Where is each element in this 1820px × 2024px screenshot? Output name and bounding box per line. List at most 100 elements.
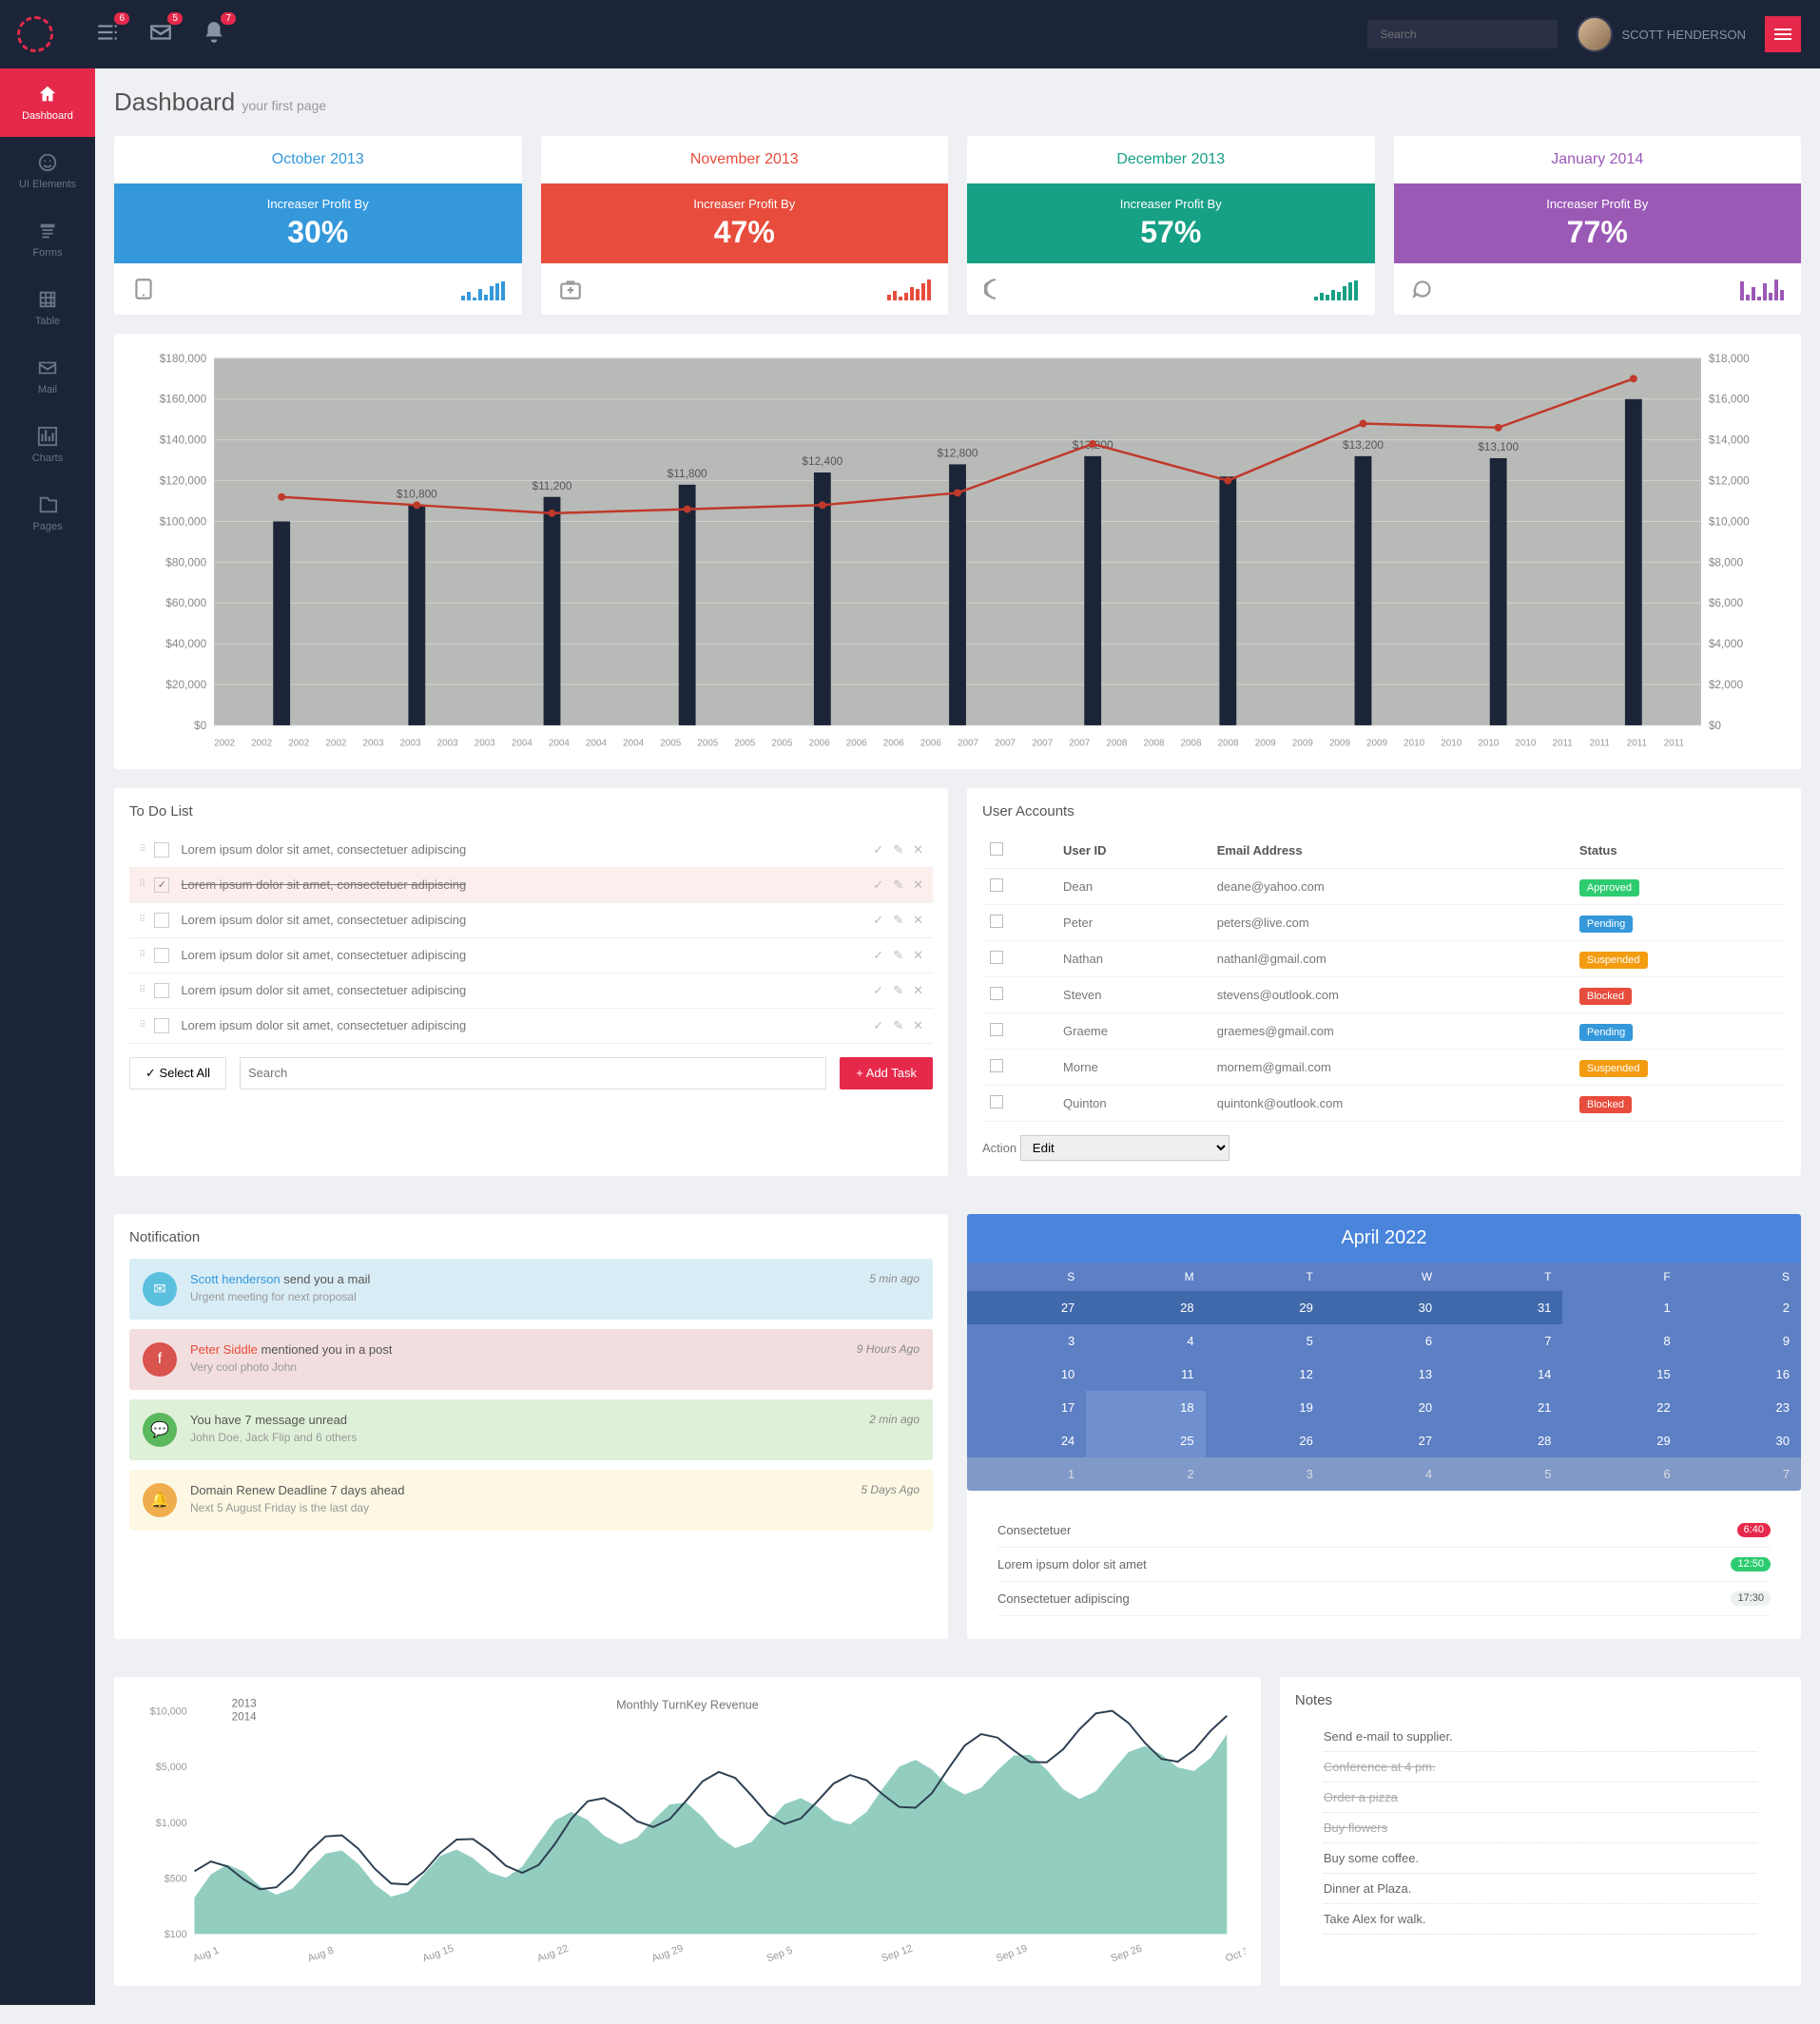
checkbox[interactable]: ✓ xyxy=(154,877,169,893)
todo-item[interactable]: ⠿Lorem ipsum dolor sit amet, consectetue… xyxy=(129,1009,933,1044)
check-icon[interactable]: ✓ xyxy=(873,1018,883,1033)
calendar-event[interactable]: Consectetuer adipiscing17:30 xyxy=(997,1582,1771,1616)
check-icon[interactable]: ✓ xyxy=(873,877,883,893)
grip-icon[interactable]: ⠿ xyxy=(139,985,145,995)
user-menu[interactable]: SCOTT HENDERSON xyxy=(1577,16,1747,52)
calendar-day[interactable]: 31 xyxy=(1443,1291,1562,1324)
close-icon[interactable]: ✕ xyxy=(913,877,923,893)
note-item[interactable]: Order a pizza xyxy=(1324,1783,1757,1813)
note-item[interactable]: Dinner at Plaza. xyxy=(1324,1874,1757,1904)
sidebar-item-dashboard[interactable]: Dashboard xyxy=(0,68,95,137)
checkbox-all[interactable] xyxy=(990,842,1003,856)
calendar-day[interactable]: 29 xyxy=(1206,1291,1325,1324)
grip-icon[interactable]: ⠿ xyxy=(139,1020,145,1031)
checkbox[interactable] xyxy=(990,1059,1003,1072)
calendar-day[interactable]: 7 xyxy=(1682,1457,1801,1491)
todo-item[interactable]: ⠿Lorem ipsum dolor sit amet, consectetue… xyxy=(129,903,933,938)
mail-icon[interactable]: 5 xyxy=(148,20,173,49)
calendar-day[interactable]: 6 xyxy=(1562,1457,1681,1491)
add-task-button[interactable]: + Add Task xyxy=(840,1057,933,1089)
check-icon[interactable]: ✓ xyxy=(873,983,883,998)
search-input[interactable] xyxy=(1367,20,1558,48)
logo[interactable] xyxy=(17,16,53,52)
note-item[interactable]: Conference at 4 pm. xyxy=(1324,1752,1757,1783)
note-item[interactable]: Take Alex for walk. xyxy=(1324,1904,1757,1935)
calendar-day[interactable]: 13 xyxy=(1325,1358,1443,1391)
check-icon[interactable]: ✓ xyxy=(873,948,883,963)
calendar-day[interactable]: 15 xyxy=(1562,1358,1681,1391)
grip-icon[interactable]: ⠿ xyxy=(139,950,145,960)
sidebar-item-ui-elements[interactable]: UI Elements xyxy=(0,137,95,205)
checkbox[interactable] xyxy=(990,987,1003,1000)
calendar-day[interactable]: 12 xyxy=(1206,1358,1325,1391)
sidebar-item-pages[interactable]: Pages xyxy=(0,479,95,548)
calendar-day[interactable]: 5 xyxy=(1443,1457,1562,1491)
calendar-day[interactable]: 28 xyxy=(1086,1291,1205,1324)
checkbox[interactable] xyxy=(154,983,169,998)
calendar-day[interactable]: 8 xyxy=(1562,1324,1681,1358)
calendar-day[interactable]: 17 xyxy=(967,1391,1086,1424)
calendar-day[interactable]: 16 xyxy=(1682,1358,1801,1391)
calendar-day[interactable]: 1 xyxy=(967,1457,1086,1491)
check-icon[interactable]: ✓ xyxy=(873,842,883,858)
edit-icon[interactable]: ✎ xyxy=(893,1018,903,1033)
grip-icon[interactable]: ⠿ xyxy=(139,844,145,855)
sidebar-item-forms[interactable]: Forms xyxy=(0,205,95,274)
calendar-day[interactable]: 9 xyxy=(1682,1324,1801,1358)
close-icon[interactable]: ✕ xyxy=(913,983,923,998)
checkbox[interactable] xyxy=(154,1018,169,1033)
edit-icon[interactable]: ✎ xyxy=(893,842,903,858)
calendar-day[interactable]: 6 xyxy=(1325,1324,1443,1358)
calendar-day[interactable]: 24 xyxy=(967,1424,1086,1457)
todo-item[interactable]: ⠿✓Lorem ipsum dolor sit amet, consectetu… xyxy=(129,868,933,903)
calendar-day[interactable]: 30 xyxy=(1682,1424,1801,1457)
calendar-day[interactable]: 5 xyxy=(1206,1324,1325,1358)
calendar-day[interactable]: 29 xyxy=(1562,1424,1681,1457)
close-icon[interactable]: ✕ xyxy=(913,842,923,858)
calendar-day[interactable]: 2 xyxy=(1682,1291,1801,1324)
calendar-day[interactable]: 27 xyxy=(967,1291,1086,1324)
grip-icon[interactable]: ⠿ xyxy=(139,879,145,890)
check-icon[interactable]: ✓ xyxy=(873,913,883,928)
note-item[interactable]: Send e-mail to supplier. xyxy=(1324,1722,1757,1752)
calendar-day[interactable]: 3 xyxy=(967,1324,1086,1358)
edit-icon[interactable]: ✎ xyxy=(893,877,903,893)
notification-item[interactable]: 💬You have 7 message unreadJohn Doe, Jack… xyxy=(129,1399,933,1460)
sidebar-item-table[interactable]: Table xyxy=(0,274,95,342)
calendar-day[interactable]: 23 xyxy=(1682,1391,1801,1424)
checkbox[interactable] xyxy=(990,1095,1003,1108)
checkbox[interactable] xyxy=(154,913,169,928)
edit-icon[interactable]: ✎ xyxy=(893,913,903,928)
bell-icon[interactable]: 7 xyxy=(202,20,226,49)
checkbox[interactable] xyxy=(154,842,169,858)
checkbox[interactable] xyxy=(154,948,169,963)
checkbox[interactable] xyxy=(990,1023,1003,1036)
calendar-day[interactable]: 3 xyxy=(1206,1457,1325,1491)
calendar-day[interactable]: 21 xyxy=(1443,1391,1562,1424)
calendar-day[interactable]: 30 xyxy=(1325,1291,1443,1324)
checkbox[interactable] xyxy=(990,951,1003,964)
menu-toggle[interactable] xyxy=(1765,16,1801,52)
calendar-day[interactable]: 2 xyxy=(1086,1457,1205,1491)
calendar-day[interactable]: 19 xyxy=(1206,1391,1325,1424)
tasks-icon[interactable]: 6 xyxy=(95,20,120,49)
calendar-day[interactable]: 4 xyxy=(1325,1457,1443,1491)
grip-icon[interactable]: ⠿ xyxy=(139,915,145,925)
close-icon[interactable]: ✕ xyxy=(913,1018,923,1033)
checkbox[interactable] xyxy=(990,915,1003,928)
calendar-day[interactable]: 7 xyxy=(1443,1324,1562,1358)
sidebar-item-charts[interactable]: Charts xyxy=(0,411,95,479)
calendar-event[interactable]: Consectetuer6:40 xyxy=(997,1513,1771,1548)
edit-icon[interactable]: ✎ xyxy=(893,983,903,998)
calendar-day[interactable]: 1 xyxy=(1562,1291,1681,1324)
calendar-day[interactable]: 27 xyxy=(1325,1424,1443,1457)
calendar-day[interactable]: 28 xyxy=(1443,1424,1562,1457)
calendar-day[interactable]: 10 xyxy=(967,1358,1086,1391)
calendar-day[interactable]: 20 xyxy=(1325,1391,1443,1424)
calendar-day[interactable]: 25 xyxy=(1086,1424,1205,1457)
notification-item[interactable]: ✉Scott henderson send you a mailUrgent m… xyxy=(129,1259,933,1320)
todo-search-input[interactable] xyxy=(240,1057,826,1089)
notification-item[interactable]: 🔔Domain Renew Deadline 7 days aheadNext … xyxy=(129,1470,933,1531)
calendar-day[interactable]: 4 xyxy=(1086,1324,1205,1358)
close-icon[interactable]: ✕ xyxy=(913,948,923,963)
